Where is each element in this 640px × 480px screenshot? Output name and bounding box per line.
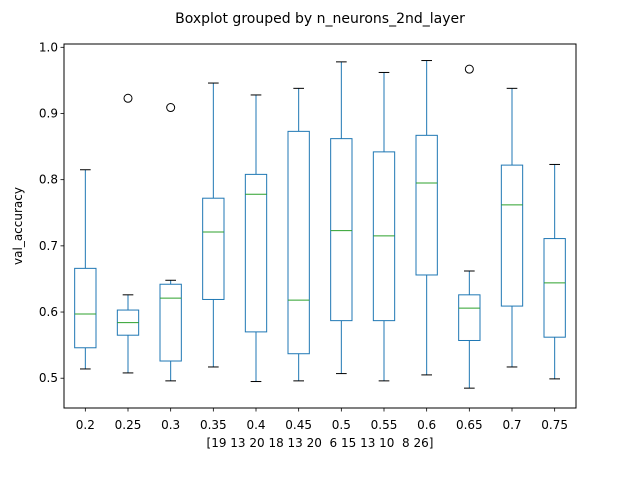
- x-tick-label: 0.65: [456, 418, 483, 432]
- box: [330, 138, 353, 322]
- box: [159, 283, 182, 362]
- x-tick-label: 0.7: [502, 418, 521, 432]
- y-tick-label: 1.0: [39, 40, 58, 54]
- y-axis-label: val_accuracy: [11, 187, 25, 265]
- y-tick-label: 0.6: [39, 305, 58, 319]
- x-tick-label: 0.55: [371, 418, 398, 432]
- outlier-point: [166, 103, 176, 113]
- plot-area: 0.5 0.6 0.7 0.8 0.9 1.0 0.2 0.25 0.3 0.35 0.4 0.45 0…: [39, 40, 568, 432]
- y-tick-label: 0.7: [39, 239, 58, 253]
- x-tick-label: 0.4: [246, 418, 265, 432]
- box: [244, 173, 268, 333]
- x-tick-label: 0.75: [541, 418, 568, 432]
- box: [543, 238, 566, 338]
- x-tick-label: 0.35: [200, 418, 227, 432]
- x-axis-label: [19 13 20 18 13 20 6 15 13 10 8 26]: [207, 436, 434, 450]
- chart-title: Boxplot grouped by n_neurons_2nd_layer: [175, 11, 465, 27]
- box: [287, 130, 310, 355]
- x-tick-label: 0.6: [417, 418, 436, 432]
- outlier-point: [123, 93, 133, 103]
- box: [74, 267, 97, 349]
- x-tick-label: 0.2: [76, 418, 95, 432]
- y-tick-label: 0.9: [39, 106, 58, 120]
- box: [415, 134, 438, 276]
- x-tick-label: 0.25: [115, 418, 142, 432]
- y-tick-label: 0.8: [39, 173, 58, 187]
- axes-frame: [63, 43, 577, 409]
- outlier-point: [464, 64, 474, 74]
- box: [202, 197, 225, 300]
- x-tick-label: 0.3: [161, 418, 180, 432]
- y-tick-label: 0.5: [39, 371, 58, 385]
- box: [458, 294, 481, 341]
- x-tick-label: 0.5: [332, 418, 351, 432]
- box: [500, 164, 524, 307]
- x-tick-label: 0.45: [285, 418, 312, 432]
